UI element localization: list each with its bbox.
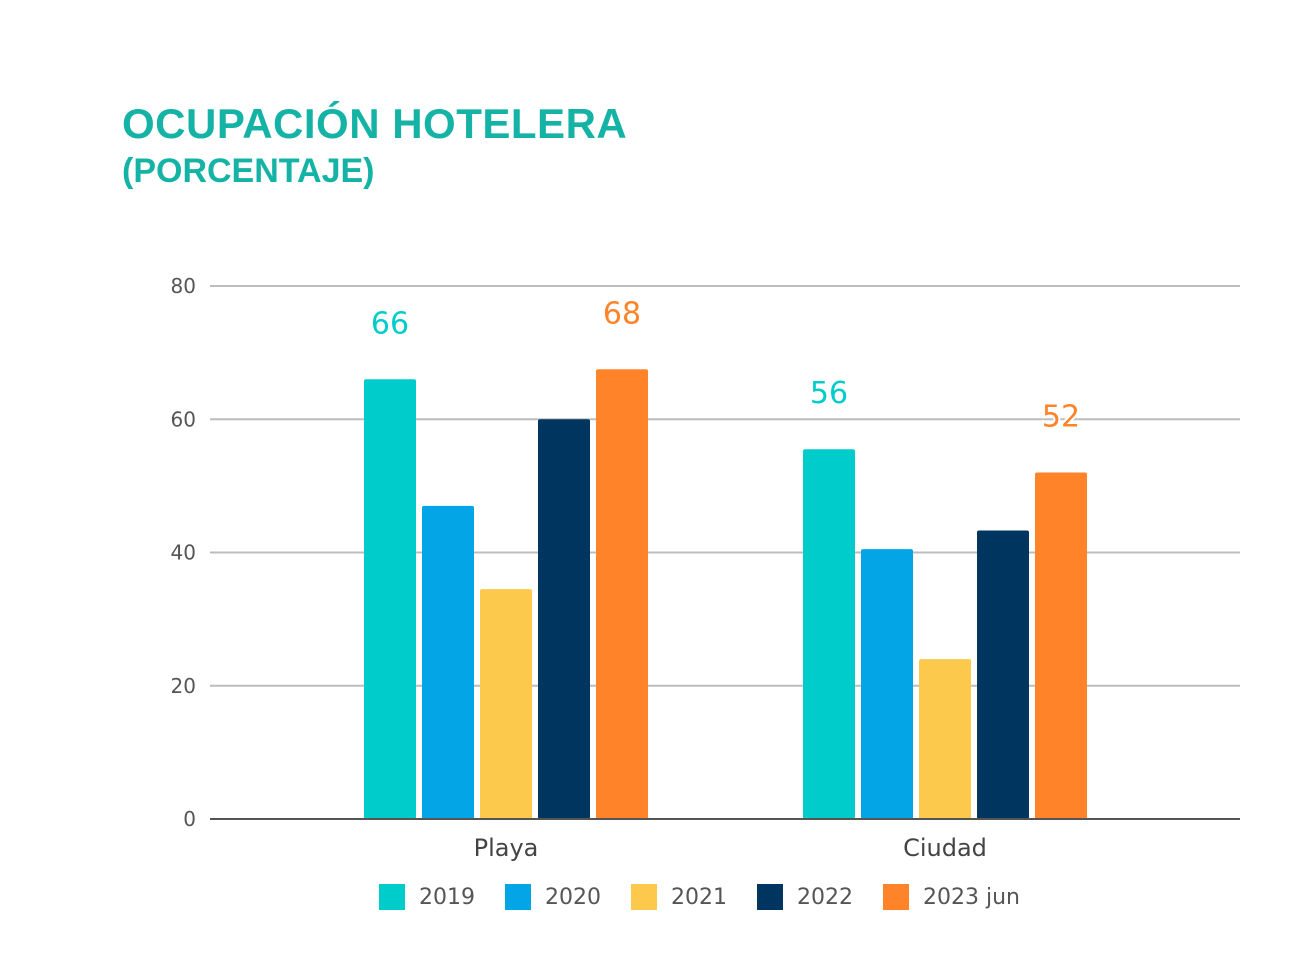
legend-item: 2021 bbox=[631, 884, 727, 910]
y-tick-label: 80 bbox=[171, 274, 196, 298]
data-label: 56 bbox=[810, 376, 848, 411]
chart-title: OCUPACIÓN HOTELERA bbox=[122, 100, 628, 147]
legend-label: 2022 bbox=[797, 884, 853, 910]
bar-ciudad-2020 bbox=[861, 549, 913, 819]
data-label: 52 bbox=[1042, 400, 1080, 435]
legend-item: 2023 jun bbox=[883, 884, 1020, 910]
legend-swatch bbox=[757, 884, 783, 910]
legend-label: 2019 bbox=[419, 884, 475, 910]
data-label: 68 bbox=[603, 296, 641, 331]
y-tick-label: 40 bbox=[171, 541, 196, 565]
y-tick-label: 20 bbox=[171, 674, 196, 698]
y-tick-label: 0 bbox=[183, 807, 196, 831]
legend-swatch bbox=[379, 884, 405, 910]
legend-swatch bbox=[505, 884, 531, 910]
legend-label: 2023 jun bbox=[923, 884, 1020, 910]
data-label: 66 bbox=[371, 306, 409, 341]
bar-playa-2020 bbox=[422, 505, 474, 819]
legend-item: 2020 bbox=[505, 884, 601, 910]
x-category-label: Ciudad bbox=[903, 834, 987, 862]
legend-item: 2022 bbox=[757, 884, 853, 910]
bar-playa-2022 bbox=[538, 419, 590, 819]
legend-label: 2021 bbox=[671, 884, 727, 910]
bar-ciudad-2019 bbox=[803, 449, 855, 819]
legend-swatch bbox=[631, 884, 657, 910]
bar-ciudad-2021 bbox=[919, 659, 971, 819]
x-category-label: Playa bbox=[474, 834, 539, 862]
y-tick-label: 60 bbox=[171, 407, 196, 431]
chart-legend: 2019 2020 2021 2022 2023 jun bbox=[0, 884, 1309, 910]
bar-playa-2023-jun bbox=[596, 369, 648, 819]
bar-ciudad-2022 bbox=[977, 530, 1029, 819]
bar-ciudad-2023-jun bbox=[1035, 472, 1087, 819]
bar-playa-2019 bbox=[364, 379, 416, 819]
legend-label: 2020 bbox=[545, 884, 601, 910]
bar-playa-2021 bbox=[480, 589, 532, 819]
chart-subtitle: (PORCENTAJE) bbox=[122, 152, 375, 190]
legend-swatch bbox=[883, 884, 909, 910]
legend-item: 2019 bbox=[379, 884, 475, 910]
